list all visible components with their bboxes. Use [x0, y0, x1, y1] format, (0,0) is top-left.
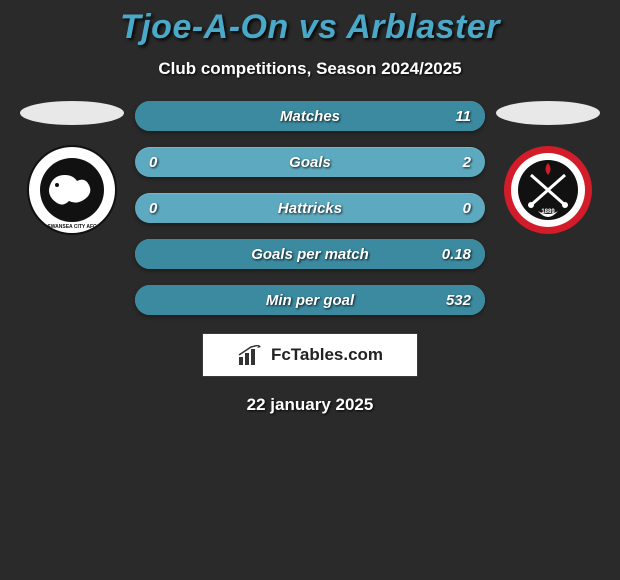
sheffield-united-logo-icon: 1889 [503, 145, 593, 235]
stat-bar: Min per goal 532 [135, 285, 485, 315]
chart-icon [237, 345, 265, 365]
stat-value-right: 0 [463, 200, 471, 217]
subtitle: Club competitions, Season 2024/2025 [0, 59, 620, 79]
club-left: SWANSEA CITY AFC [17, 101, 127, 235]
stat-label: Min per goal [266, 292, 354, 309]
stat-label: Goals per match [251, 246, 369, 263]
stat-label: Matches [280, 108, 340, 125]
club-badge-right: 1889 [503, 145, 593, 235]
stat-label: Hattricks [278, 200, 342, 217]
country-flag-left [20, 101, 124, 125]
watermark[interactable]: FcTables.com [202, 333, 418, 377]
country-flag-right [496, 101, 600, 125]
stat-value-left: 0 [149, 200, 157, 217]
watermark-text: FcTables.com [271, 345, 383, 365]
swansea-logo-icon: SWANSEA CITY AFC [27, 145, 117, 235]
club-badge-left: SWANSEA CITY AFC [27, 145, 117, 235]
stat-value-right: 11 [455, 108, 471, 125]
stat-value-left: 0 [149, 154, 157, 171]
stat-bar: Matches 11 [135, 101, 485, 131]
stat-value-right: 0.18 [442, 246, 471, 263]
stats-column: Matches 11 0 Goals 2 0 Hattricks 0 Goals per mat… [135, 101, 485, 315]
main-row: SWANSEA CITY AFC Matches 11 0 Goals 2 0 Hattri… [0, 101, 620, 315]
founded-year: 1889 [541, 209, 555, 215]
stat-label: Goals [289, 154, 331, 171]
stat-value-right: 2 [463, 154, 471, 171]
stat-value-right: 532 [446, 292, 471, 309]
svg-text:SWANSEA CITY AFC: SWANSEA CITY AFC [47, 224, 97, 230]
stat-bar: 0 Hattricks 0 [135, 193, 485, 223]
page-title: Tjoe-A-On vs Arblaster [0, 8, 620, 47]
comparison-card: Tjoe-A-On vs Arblaster Club competitions… [0, 0, 620, 415]
stat-bar: Goals per match 0.18 [135, 239, 485, 269]
date-label: 22 january 2025 [0, 395, 620, 415]
stat-bar: 0 Goals 2 [135, 147, 485, 177]
club-right: 1889 [493, 101, 603, 235]
